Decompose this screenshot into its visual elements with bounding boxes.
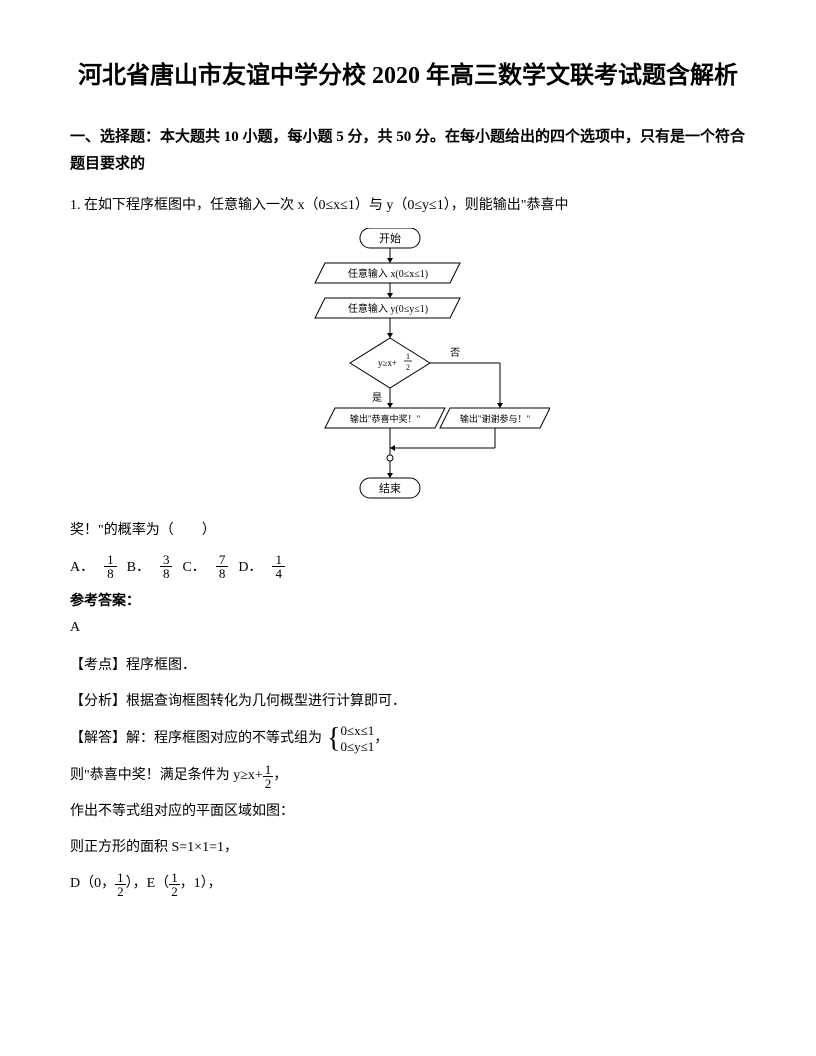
- svg-text:y≥x+: y≥x+: [378, 358, 397, 368]
- option-b-label: B．: [127, 556, 150, 576]
- option-b-fraction: 3 8: [160, 553, 173, 580]
- svg-text:输出"恭喜中奖！": 输出"恭喜中奖！": [350, 413, 421, 424]
- analysis-line2: 则"恭喜中奖！满足条件为 y≥x+ 1 2 ，: [70, 761, 746, 792]
- svg-text:输出"谢谢参与！": 输出"谢谢参与！": [460, 413, 531, 424]
- option-d-fraction: 1 4: [272, 553, 285, 580]
- analysis-text: 【分析】根据查询框图转化为几何概型进行计算即可．: [70, 687, 746, 718]
- option-a-label: A．: [70, 556, 94, 576]
- question-1-options: A． 1 8 B． 3 8 C． 7 8 D． 1 4: [70, 553, 746, 580]
- question-1-suffix: 奖！"的概率为（ ）: [70, 518, 746, 543]
- section-header: 一、选择题：本大题共 10 小题，每小题 5 分，共 50 分。在每小题给出的四…: [70, 124, 746, 178]
- svg-text:任意输入 x(0≤x≤1): 任意输入 x(0≤x≤1): [348, 267, 428, 280]
- option-a-fraction: 1 8: [104, 553, 117, 580]
- answer-label: 参考答案：: [70, 590, 746, 610]
- option-c-fraction: 7 8: [216, 553, 229, 580]
- answer-letter: A: [70, 620, 746, 636]
- svg-text:开始: 开始: [379, 231, 401, 245]
- option-d-label: D．: [238, 556, 262, 576]
- svg-text:1: 1: [406, 352, 410, 361]
- svg-text:是: 是: [372, 392, 382, 404]
- analysis-solve: 【解答】 解：程序框图对应的不等式组为 { 0≤x≤1 0≤y≤1 ，: [70, 723, 746, 757]
- question-1-prefix: 1. 在如下程序框图中，任意输入一次 x（0≤x≤1）与 y（0≤y≤1），则能…: [70, 193, 746, 218]
- svg-text:否: 否: [450, 347, 460, 359]
- flowchart-diagram: 开始 任意输入 x(0≤x≤1) 任意输入 y(0≤y≤1) y≥x+ 1 2 …: [250, 228, 550, 508]
- analysis-line3: 作出不等式组对应的平面区域如图：: [70, 797, 746, 828]
- option-c-label: C．: [182, 556, 205, 576]
- svg-text:结束: 结束: [379, 482, 401, 495]
- fraction-half-2: 1 2: [115, 871, 126, 898]
- analysis-point: 【考点】程序框图．: [70, 651, 746, 682]
- fraction-half-3: 1 2: [169, 871, 180, 898]
- fraction-half-1: 1 2: [263, 763, 274, 790]
- document-title: 河北省唐山市友谊中学分校 2020 年高三数学文联考试题含解析: [70, 60, 746, 94]
- analysis-line5: D（0， 1 2 ），E（ 1 2 ，1），: [70, 869, 746, 900]
- svg-text:2: 2: [406, 363, 410, 372]
- inequality-system: { 0≤x≤1 0≤y≤1: [327, 723, 374, 757]
- flowchart-container: 开始 任意输入 x(0≤x≤1) 任意输入 y(0≤y≤1) y≥x+ 1 2 …: [250, 228, 746, 513]
- analysis-line4: 则正方形的面积 S=1×1=1，: [70, 833, 746, 864]
- svg-text:任意输入 y(0≤y≤1): 任意输入 y(0≤y≤1): [348, 302, 428, 315]
